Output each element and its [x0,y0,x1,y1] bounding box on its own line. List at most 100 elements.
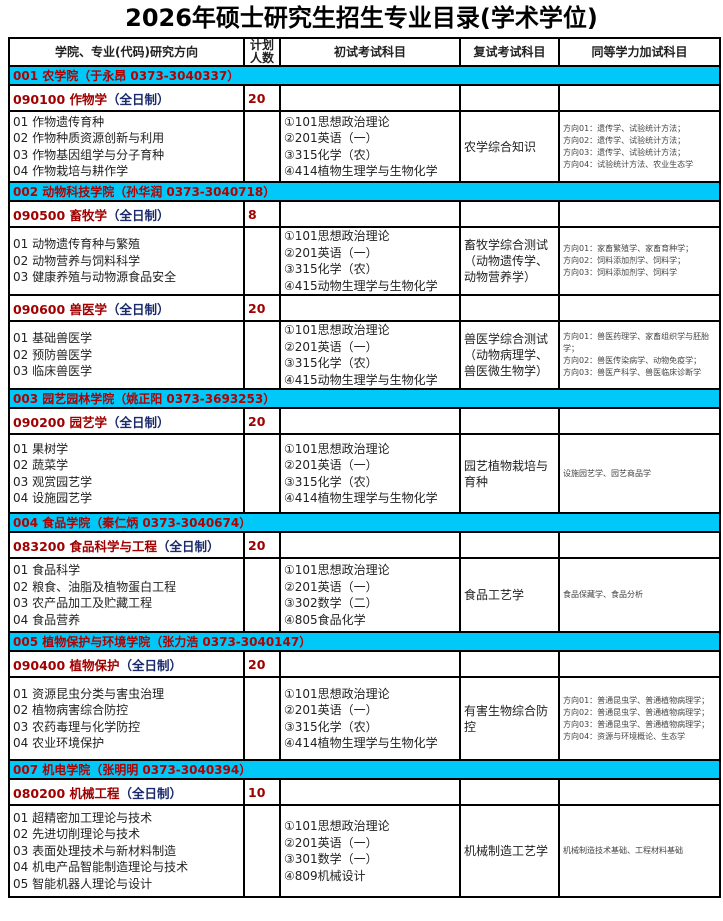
college-label: 003 园艺园林学院（姚正阳 0373-3693253） [8,388,721,409]
retest-subject: 有害生物综合防控 [459,676,560,761]
direction-item: 03 农药毒理与化学防控 [13,719,141,734]
direction-item: 02 动物营养与饲料科学 [13,253,141,268]
retest-subject: 农学综合知识 [459,110,560,183]
extra-item: 机械制造技术基础、工程材料基础 [563,846,683,855]
exam-item: ③315化学（农） [284,356,378,370]
study-mode: （全日制） [119,785,183,801]
retest-subject: 兽医学综合测试（动物病理学、兽医微生物学） [459,320,560,390]
exam-item: ②201英语（一） [284,245,378,260]
empty-cell [558,407,721,435]
major-name: 090100 作物学（全日制） [8,84,245,112]
direction-item: 05 智能机器人理论与设计 [13,876,153,891]
direction-item: 02 作物种质资源创新与利用 [13,131,165,145]
college-row: 005 植物保护与环境学院（张力浩 0373-3040147） [8,631,721,652]
study-mode: （全日制） [107,414,170,430]
college-row: 004 食品学院（秦仁炳 0373-3040674） [8,512,721,533]
exam-subjects: ①101思想政治理论 ②201英语（一） ③315化学（农） ④414植物生理学与生物… [279,676,461,761]
exam-item: ③315化学（农） [284,719,378,734]
exam-item: ②201英语（一） [284,579,378,594]
detail-row: 01 动物遗传育种与繁殖 02 动物营养与饲料科学 03 健康养殖与动物源食品安全 ①… [8,226,721,296]
exam-item: ④414植物生理学与生物化学 [284,491,438,505]
empty-cell [279,531,461,559]
major-code-name: 090600 兽医学 [13,301,108,317]
exam-subjects: ①101思想政治理论 ②201英语（一） ③315化学（农） ④415动物生理学与生物… [279,320,461,390]
extra-item: 方向01：家畜繁殖学、家畜育种学； [563,244,694,253]
extra-item: 方向03：普通昆虫学、普通植物病理学； [563,719,710,729]
directions: 01 超精密加工理论与技术 02 先进切削理论与技术 03 表面处理技术与新材料制造… [8,804,245,898]
college-label: 002 动物科技学院（孙华润 0373-3040718） [8,181,721,202]
empty-cell [279,84,461,112]
college-row: 002 动物科技学院（孙华润 0373-3040718） [8,181,721,202]
quota-empty [243,676,281,761]
direction-item: 01 动物遗传育种与繁殖 [13,237,141,252]
directions: 01 果树学 02 蔬菜学 03 观赏园艺学 04 设施园艺学 [8,433,245,514]
empty-cell [558,200,721,228]
exam-item: ④809机械设计 [284,868,366,883]
direction-item: 04 食品营养 [13,612,81,627]
study-mode: （全日制） [107,207,170,223]
retest-subject: 园艺植物栽培与育种 [459,433,560,514]
exam-item: ①101思想政治理论 [284,441,390,456]
header-row: 学院、专业(代码)研究方向 计划人数 初试考试科目 复试考试科目 同等学力加试科… [8,37,721,67]
direction-item: 01 食品科学 [13,563,81,577]
extra-subjects: 方向01：兽医药理学、家畜组织学与胚胎学； 方向02：兽医传染病学、动物免疫学； 方… [558,320,721,390]
detail-row: 01 果树学 02 蔬菜学 03 观赏园艺学 04 设施园艺学 ①101思想政治理论 ②2… [8,433,721,514]
major-code-name: 090200 园艺学 [13,414,108,430]
retest-subject: 机械制造工艺学 [459,804,560,898]
major-code-name: 090500 畜牧学 [13,207,108,223]
direction-item: 03 健康养殖与动物源食品安全 [13,270,177,285]
direction-item: 01 超精密加工理论与技术 [13,810,153,825]
major-row: 083200 食品科学与工程（全日制） 20 [8,531,721,559]
directions: 01 基础兽医学 02 预防兽医学 03 临床兽医学 [8,320,245,390]
extra-subjects: 方向01：普通昆虫学、普通植物病理学； 方向02：普通昆虫学、普通植物病理学； 方向… [558,676,721,761]
major-code-name: 090400 植物保护 [13,657,120,673]
empty-cell [459,84,560,112]
empty-cell [279,407,461,435]
exam-subjects: ①101思想政治理论 ②201英语（一） ③301数学（一） ④809机械设计 [279,804,461,898]
empty-cell [558,84,721,112]
extra-item: 食品保藏学、食品分析 [563,590,643,599]
quota: 8 [243,200,281,228]
quota: 20 [243,650,281,678]
exam-item: ④805食品化学 [284,612,366,627]
exam-item: ②201英语（一） [284,835,378,850]
extra-item: 方向04：试验统计方法、农业生态学 [563,159,694,169]
college-label: 001 农学院（于永昂 0373-3040337） [8,65,721,86]
major-row: 090400 植物保护（全日制） 20 [8,650,721,678]
quota-empty [243,557,281,633]
college-label: 007 机电学院（张明明 0373-3040394） [8,759,721,780]
quota: 20 [243,407,281,435]
directions: 01 食品科学 02 粮食、油脂及植物蛋白工程 03 农产品加工及贮藏工程 04 食品… [8,557,245,633]
extra-subjects: 方向01：家畜繁殖学、家畜育种学； 方向02：饲料添加剂学、饲料学； 方向03：饲料… [558,226,721,296]
extra-item: 方向03：兽医产科学、兽医临床诊断学 [563,368,702,377]
retest-subject: 食品工艺学 [459,557,560,633]
study-mode: （全日制） [107,301,170,317]
exam-item: ④414植物生理学与生物化学 [284,164,438,178]
college-label: 004 食品学院（秦仁炳 0373-3040674） [8,512,721,533]
exam-item: ②201英语（一） [284,131,378,145]
major-row: 080200 机械工程（全日制） 10 [8,778,721,806]
extra-item: 方向02：兽医传染病学、动物免疫学； [563,356,702,365]
quota: 10 [243,778,281,806]
extra-item: 方向01：普通昆虫学、普通植物病理学； [563,695,710,705]
quota: 20 [243,531,281,559]
extra-subjects: 方向01：遗传学、试验统计方法； 方向02：遗传学、试验统计方法； 方向03：遗传学… [558,110,721,183]
quota-empty [243,110,281,183]
major-code-name: 083200 食品科学与工程 [13,538,158,554]
direction-item: 04 农业环境保护 [13,736,105,750]
extra-item: 方向04：资源与环境概论、生态学 [563,731,686,741]
directions: 01 作物遗传育种 02 作物种质资源创新与利用 03 作物基因组学与分子育种 04 … [8,110,245,183]
quota-empty [243,226,281,296]
quota-empty [243,433,281,514]
empty-cell [459,650,560,678]
major-name: 090200 园艺学（全日制） [8,407,245,435]
major-code-name: 090100 作物学 [13,91,108,107]
direction-item: 03 农产品加工及贮藏工程 [13,596,153,610]
extra-item: 方向03：遗传学、试验统计方法； [563,147,686,157]
empty-cell [459,294,560,322]
detail-row: 01 作物遗传育种 02 作物种质资源创新与利用 03 作物基因组学与分子育种 04 … [8,110,721,183]
direction-item: 02 先进切削理论与技术 [13,827,141,842]
empty-cell [279,778,461,806]
empty-cell [459,200,560,228]
empty-cell [279,650,461,678]
